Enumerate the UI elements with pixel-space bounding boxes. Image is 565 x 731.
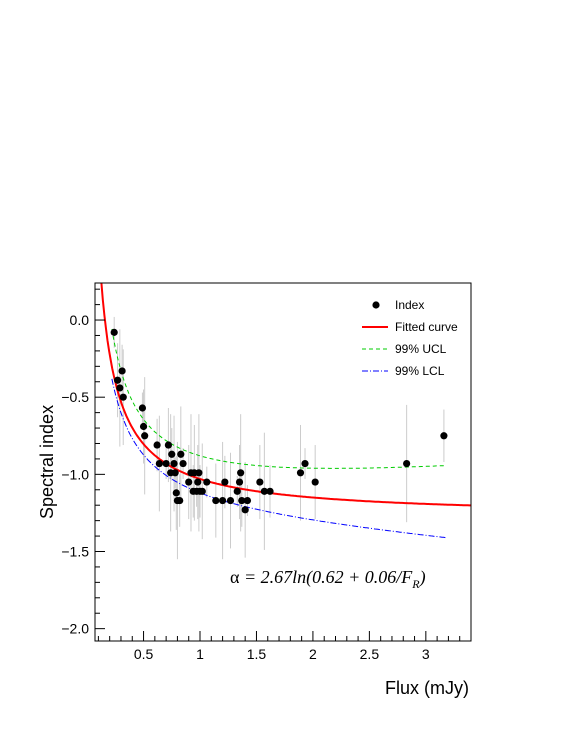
index-point bbox=[226, 496, 235, 505]
index-point bbox=[256, 478, 264, 486]
index-point bbox=[185, 478, 193, 486]
legend-label: Fitted curve bbox=[395, 320, 458, 334]
index-point bbox=[301, 459, 309, 468]
fit-curve bbox=[100, 283, 471, 507]
x-tick-label: 3 bbox=[422, 646, 430, 662]
legend-label: Index bbox=[395, 298, 424, 312]
index-point bbox=[221, 478, 229, 486]
index-point bbox=[195, 469, 203, 477]
x-tick-label: 1 bbox=[196, 646, 204, 662]
y-tick-label: −2.0 bbox=[61, 621, 89, 637]
index-point bbox=[237, 469, 245, 477]
legend: Index Fitted curve 99% UCL 99% LCL bbox=[362, 298, 458, 378]
y-tick-label: −1.0 bbox=[61, 466, 89, 482]
index-point bbox=[168, 450, 176, 458]
index-point bbox=[194, 478, 202, 486]
index-point bbox=[260, 487, 268, 495]
index-point bbox=[177, 450, 185, 458]
index-point bbox=[118, 367, 126, 375]
index-point bbox=[218, 496, 227, 505]
index-point bbox=[233, 487, 241, 495]
legend-label: 99% UCL bbox=[395, 342, 447, 356]
index-point bbox=[311, 478, 319, 486]
index-point bbox=[440, 432, 448, 440]
legend-marker-index bbox=[372, 301, 380, 309]
formula-subscript: R bbox=[411, 577, 420, 591]
index-point bbox=[171, 469, 179, 477]
fit-formula: α = 2.67ln(0.62 + 0.06/FR) bbox=[230, 567, 426, 591]
index-point bbox=[176, 496, 184, 505]
index-point bbox=[119, 393, 127, 401]
index-point bbox=[179, 459, 187, 468]
x-tick-label: 2 bbox=[309, 646, 317, 662]
y-tick-label: −1.5 bbox=[61, 544, 89, 560]
legend-label: 99% LCL bbox=[395, 364, 445, 378]
index-point bbox=[155, 459, 163, 468]
formula-closing: ) bbox=[419, 567, 426, 588]
y-tick-label: 0.0 bbox=[70, 312, 90, 328]
index-point bbox=[203, 478, 211, 486]
index-point bbox=[238, 496, 246, 505]
x-tick-label: 0.5 bbox=[134, 646, 154, 662]
x-axis: 0.5 1 1.5 2 2.5 3 bbox=[97, 631, 472, 662]
formula-body: = 2.67ln(0.62 + 0.06/F bbox=[239, 567, 413, 588]
plot-frame bbox=[94, 282, 472, 642]
index-point bbox=[243, 496, 252, 505]
x-tick-label: 1.5 bbox=[247, 646, 267, 662]
index-point bbox=[162, 459, 170, 468]
index-point bbox=[198, 487, 206, 495]
lcl-curve bbox=[111, 378, 447, 539]
index-point bbox=[138, 404, 147, 412]
index-point bbox=[235, 478, 244, 486]
index-point bbox=[113, 376, 122, 384]
index-point bbox=[164, 441, 172, 449]
y-axis-title: Spectral index bbox=[37, 405, 57, 519]
x-axis-title: Flux (mJy) bbox=[385, 678, 469, 698]
index-point bbox=[110, 328, 118, 336]
x-tick-label: 2.5 bbox=[360, 646, 380, 662]
formula-alpha: α bbox=[230, 567, 240, 587]
index-point bbox=[403, 459, 411, 468]
y-axis: 0.0 −0.5 −1.0 −1.5 −2.0 bbox=[61, 288, 105, 637]
index-point bbox=[266, 487, 274, 495]
index-point bbox=[139, 422, 148, 431]
index-point bbox=[172, 489, 180, 497]
y-tick-label: −0.5 bbox=[61, 389, 89, 405]
index-point bbox=[141, 432, 149, 440]
index-point bbox=[212, 496, 220, 505]
index-point bbox=[153, 441, 161, 449]
index-point bbox=[170, 459, 178, 468]
index-point bbox=[116, 384, 124, 392]
index-point bbox=[241, 506, 249, 514]
index-point bbox=[296, 469, 305, 477]
data-points bbox=[110, 328, 448, 514]
